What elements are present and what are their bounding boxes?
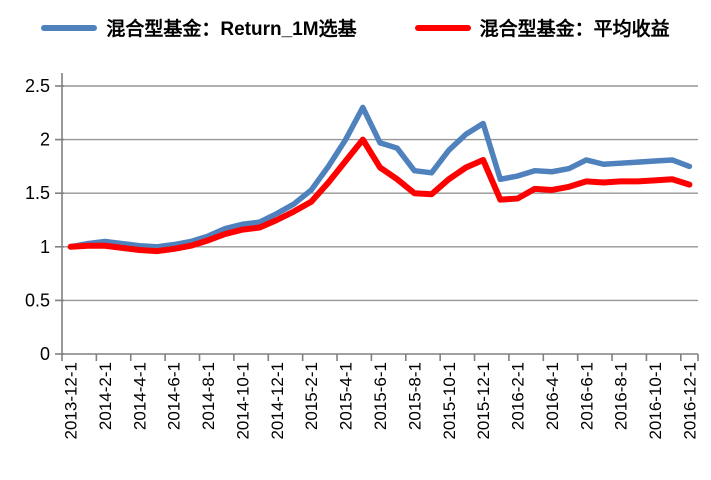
svg-text:2014-4-1: 2014-4-1 — [130, 362, 149, 430]
svg-text:2: 2 — [40, 130, 50, 150]
svg-text:2015-4-1: 2015-4-1 — [337, 362, 356, 430]
svg-text:1.5: 1.5 — [25, 183, 50, 203]
svg-text:2015-10-1: 2015-10-1 — [440, 362, 459, 440]
svg-text:2016-8-1: 2016-8-1 — [612, 362, 631, 430]
svg-text:0: 0 — [40, 344, 50, 364]
svg-text:1: 1 — [40, 237, 50, 257]
legend-line-swatch-blue — [41, 24, 98, 31]
svg-text:2.5: 2.5 — [25, 76, 50, 96]
svg-text:2015-12-1: 2015-12-1 — [474, 362, 493, 440]
svg-text:2015-6-1: 2015-6-1 — [371, 362, 390, 430]
legend-label-average: 混合型基金：平均收益 — [479, 19, 670, 40]
svg-text:2014-10-1: 2014-10-1 — [233, 362, 252, 440]
svg-text:2016-4-1: 2016-4-1 — [543, 362, 562, 430]
legend-line-swatch-red — [414, 24, 471, 31]
legend-item-average: 混合型基金：平均收益 — [414, 14, 670, 41]
legend-item-return1m: 混合型基金：Return_1M选基 — [41, 14, 357, 41]
svg-text:2014-2-1: 2014-2-1 — [96, 362, 115, 430]
svg-text:2014-8-1: 2014-8-1 — [199, 362, 218, 430]
svg-text:2016-2-1: 2016-2-1 — [509, 362, 528, 430]
svg-text:2016-12-1: 2016-12-1 — [680, 362, 699, 440]
svg-text:2015-2-1: 2015-2-1 — [302, 362, 321, 430]
svg-text:2014-12-1: 2014-12-1 — [268, 362, 287, 440]
svg-text:0.5: 0.5 — [25, 290, 50, 310]
svg-text:2015-8-1: 2015-8-1 — [405, 362, 424, 430]
svg-text:2014-6-1: 2014-6-1 — [165, 362, 184, 430]
svg-text:2016-10-1: 2016-10-1 — [646, 362, 665, 440]
chart-legend: 混合型基金：Return_1M选基 混合型基金：平均收益 — [0, 14, 711, 41]
legend-label-return1m: 混合型基金：Return_1M选基 — [106, 19, 357, 40]
svg-text:2013-12-1: 2013-12-1 — [62, 362, 81, 440]
svg-text:2016-6-1: 2016-6-1 — [577, 362, 596, 430]
